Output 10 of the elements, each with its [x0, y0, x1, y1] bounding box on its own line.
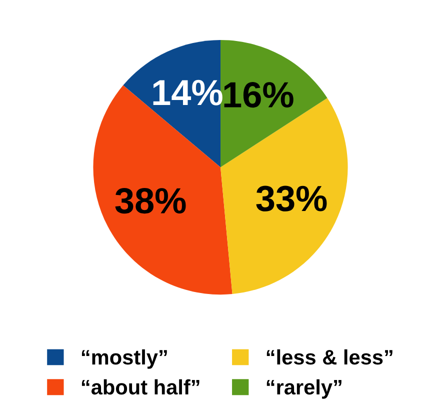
data-label: 33%	[256, 186, 327, 212]
legend-label: “less & less”	[266, 349, 392, 365]
legend-label: “about half”	[82, 379, 200, 395]
data-label: 14%	[153, 80, 222, 106]
data-label: 16%	[224, 82, 294, 108]
pie-slice	[220, 40, 328, 168]
pie-slice	[123, 40, 220, 168]
legend-label: “rarely”	[266, 379, 342, 399]
legend-label: “mostly”	[82, 349, 167, 369]
data-label: 38%	[115, 188, 186, 214]
